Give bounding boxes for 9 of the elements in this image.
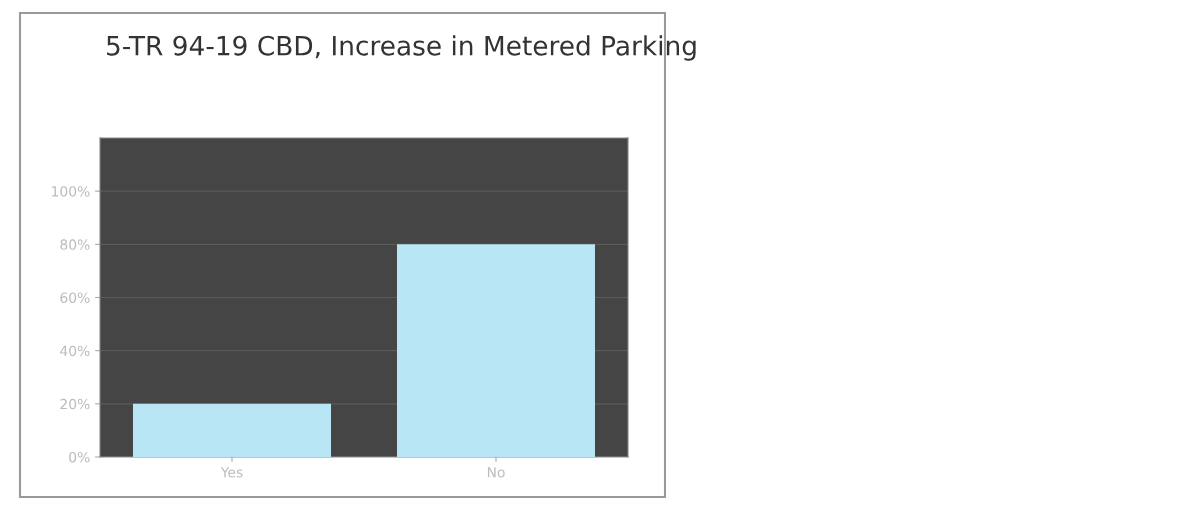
y-tick-label: 100% bbox=[52, 186, 90, 197]
x-tick-label: Yes bbox=[220, 467, 243, 478]
chart-title: 5-TR 94-19 CBD, Increase in Metered Parking bbox=[107, 35, 696, 61]
y-tick-label: 20% bbox=[60, 398, 90, 410]
y-tick-label: 60% bbox=[60, 292, 90, 303]
y-tick-label: 0% bbox=[69, 451, 90, 463]
y-tick-label: 80% bbox=[60, 239, 90, 250]
x-tick-label: No bbox=[487, 467, 505, 478]
y-tick-label: 40% bbox=[60, 345, 90, 357]
